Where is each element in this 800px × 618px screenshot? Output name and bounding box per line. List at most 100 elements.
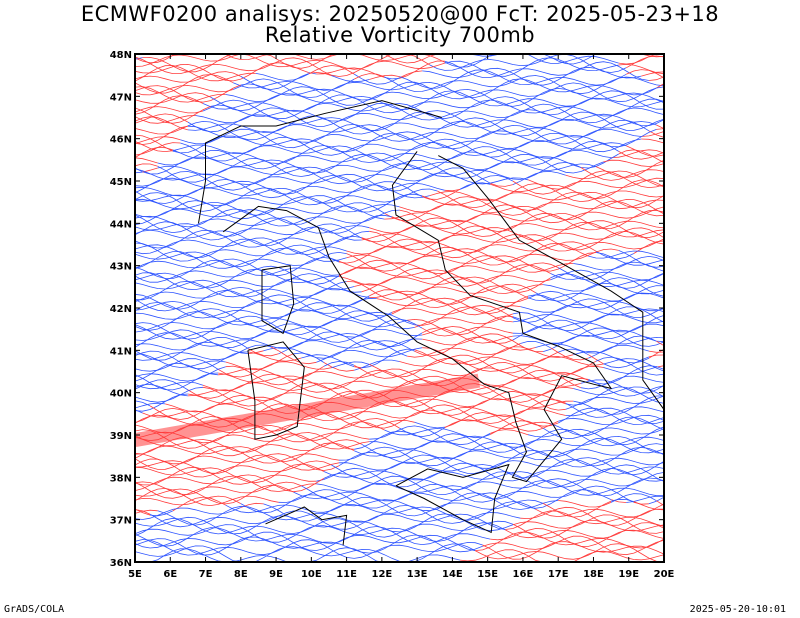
contour-line	[134, 336, 249, 351]
contour-line	[180, 140, 619, 162]
contour-line	[134, 280, 347, 301]
contour-line	[134, 163, 158, 167]
contour-line	[134, 509, 158, 514]
software-credit: GrADS/COLA	[4, 604, 65, 615]
contour-line	[558, 500, 612, 508]
contour-line	[172, 496, 226, 512]
contour-line	[573, 395, 664, 415]
contour-line	[588, 365, 665, 385]
contour-line	[512, 177, 665, 195]
contour-line	[187, 111, 665, 133]
contour-line	[134, 115, 196, 124]
contour-line	[134, 353, 226, 368]
contour-line	[512, 327, 665, 347]
contour-line	[399, 209, 665, 230]
contour-line	[134, 92, 211, 104]
contour-line	[603, 358, 665, 372]
contour-line	[134, 331, 423, 351]
contour-line	[641, 71, 665, 77]
contour-line	[134, 251, 347, 270]
lon-tick-label: 5E	[128, 569, 142, 580]
lon-tick-label: 7E	[199, 569, 213, 580]
contour-line	[512, 306, 665, 323]
contour-line	[134, 442, 355, 462]
contour-line	[354, 276, 544, 296]
contour-line	[444, 53, 619, 68]
corsica-coastline	[261, 265, 295, 335]
contour-line	[475, 531, 665, 551]
contour-line	[134, 513, 514, 535]
lat-tick-label: 46N	[110, 135, 132, 146]
contour-line	[527, 285, 665, 302]
contour-line	[543, 277, 665, 297]
contour-line	[369, 230, 665, 251]
contour-line	[134, 265, 340, 285]
contour-line	[134, 289, 370, 310]
contour-line	[278, 340, 415, 355]
contour-line	[459, 549, 665, 563]
contour-line	[134, 463, 325, 484]
contour-line	[225, 365, 589, 387]
contour-line	[490, 182, 513, 187]
contour-line	[134, 74, 234, 94]
contour-line	[611, 149, 665, 158]
contour-line	[354, 428, 665, 450]
chart-title: ECMWF0200 analisys: 20250520@00 FcT: 202…	[80, 2, 720, 26]
contour-line	[520, 298, 665, 318]
contour-line	[240, 73, 309, 90]
contour-line	[134, 350, 249, 370]
contour-line	[595, 356, 665, 376]
contour-line	[195, 107, 665, 129]
contour-line	[134, 341, 249, 361]
contour-line	[542, 500, 612, 518]
contour-line	[542, 334, 665, 352]
contour-line	[134, 62, 309, 82]
contour-line	[444, 189, 461, 192]
lat-tick-label: 38N	[110, 473, 132, 484]
lon-tick-label: 12E	[371, 569, 392, 580]
contour-line	[301, 479, 664, 501]
contour-line	[225, 497, 544, 517]
lat-tick-label: 37N	[110, 516, 132, 527]
contour-line	[187, 123, 642, 145]
contour-line	[618, 149, 665, 163]
contour-line	[565, 170, 665, 187]
contour-line	[505, 510, 665, 530]
contour-line	[361, 437, 665, 459]
lat-tick-label: 39N	[110, 431, 132, 442]
contour-line	[580, 375, 665, 390]
contour-line	[414, 336, 536, 357]
sardinia-coastline	[247, 341, 305, 440]
contour-line	[308, 65, 355, 75]
contour-line	[550, 273, 665, 287]
contour-line	[656, 128, 665, 130]
contour-line	[323, 471, 665, 490]
contour-line	[134, 534, 483, 556]
contour-line	[134, 106, 204, 114]
contour-line	[391, 304, 514, 318]
contour-line	[134, 310, 415, 331]
contour-line	[558, 348, 589, 356]
contour-line	[134, 308, 415, 327]
contour-line	[512, 312, 665, 332]
contour-line	[135, 547, 461, 563]
contour-line	[323, 462, 665, 482]
contour-line	[134, 242, 340, 263]
contour-line	[414, 421, 445, 429]
contour-line	[648, 496, 665, 505]
contour-line	[134, 257, 340, 277]
contour-line	[172, 136, 627, 158]
contour-line	[233, 78, 657, 99]
contour-line	[134, 229, 370, 249]
contour-line	[134, 95, 204, 115]
vorticity-field	[133, 53, 665, 563]
lon-tick-label: 15E	[477, 569, 498, 580]
contour-line	[331, 361, 370, 369]
contour-line	[134, 125, 188, 145]
contour-line	[361, 348, 415, 369]
contour-line	[157, 504, 521, 526]
contour-line	[512, 319, 665, 340]
contour-line	[134, 487, 279, 507]
contour-line	[648, 354, 665, 358]
contour-line	[210, 90, 665, 112]
